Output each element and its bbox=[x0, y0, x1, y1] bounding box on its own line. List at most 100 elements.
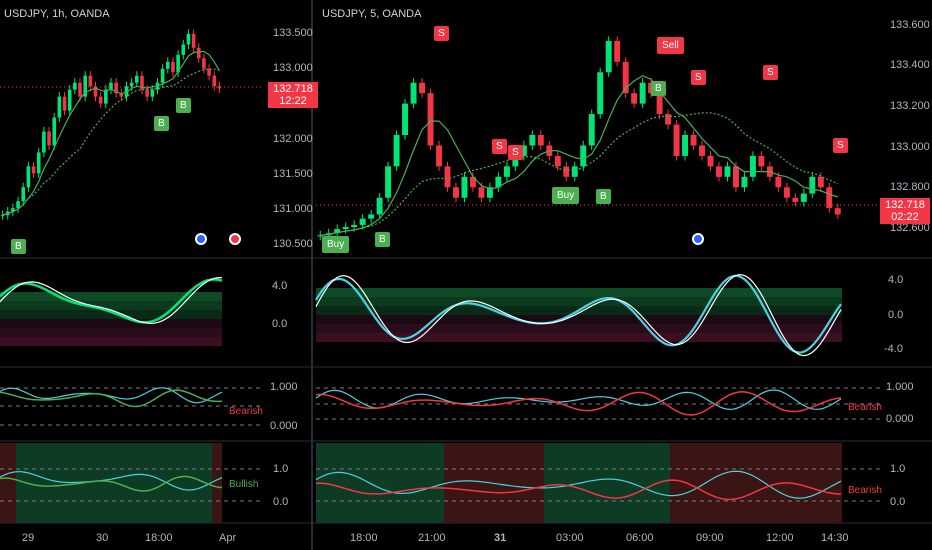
right-osc-tick: 0.0 bbox=[888, 309, 904, 321]
candle-body bbox=[342, 227, 349, 230]
candle-body bbox=[639, 82, 646, 104]
buy-label: Buy bbox=[322, 236, 350, 253]
candle-body bbox=[716, 166, 722, 177]
right-price-tick: 132.800 bbox=[890, 181, 930, 193]
left-osc-tick: 0.0 bbox=[272, 318, 288, 330]
candle-body bbox=[47, 131, 51, 146]
sell-label: Sell bbox=[657, 37, 684, 54]
left-price-tick: 131.500 bbox=[273, 168, 313, 180]
candle-body bbox=[160, 68, 165, 83]
indicator3-line bbox=[0, 471, 223, 491]
candle-body bbox=[145, 89, 149, 97]
left-time-label: 18:00 bbox=[145, 532, 173, 544]
candle-body bbox=[36, 152, 41, 174]
oscillator-main-line bbox=[0, 276, 223, 324]
candle-body bbox=[88, 75, 93, 87]
candle-body bbox=[67, 89, 72, 111]
left-countdown: 12:22 bbox=[279, 95, 307, 107]
right-countdown: 02:22 bbox=[891, 211, 919, 223]
oscillator-band bbox=[316, 315, 842, 324]
candle-body bbox=[512, 155, 519, 167]
left-price-tick: 131.000 bbox=[273, 203, 313, 215]
candle-body bbox=[817, 176, 824, 188]
candle-body bbox=[690, 135, 697, 146]
oscillator-band bbox=[0, 319, 222, 328]
candle-body bbox=[0, 215, 5, 217]
buy-signal-badge: B bbox=[154, 116, 169, 131]
right-time-label: 21:00 bbox=[418, 532, 446, 544]
buy-label: Buy bbox=[552, 187, 580, 204]
candle-body bbox=[368, 214, 375, 219]
left-ind2-state: Bearish bbox=[229, 406, 263, 417]
candle-body bbox=[119, 93, 124, 97]
sell-signal-badge: S bbox=[434, 26, 449, 41]
left-price-tick: 133.000 bbox=[273, 62, 313, 74]
us-flag-icon[interactable] bbox=[195, 233, 207, 245]
oscillator-band bbox=[316, 297, 842, 306]
indicator2-line bbox=[315, 391, 842, 416]
candle-body bbox=[707, 155, 714, 167]
candle-body bbox=[212, 75, 217, 87]
moving-average-line bbox=[2, 50, 220, 216]
sell-signal-badge: S bbox=[763, 65, 778, 80]
right-ind3-tick: 1.0 bbox=[890, 463, 906, 475]
candle-body bbox=[783, 187, 790, 198]
candle-body bbox=[93, 86, 98, 97]
candle-body bbox=[217, 86, 222, 89]
candle-body bbox=[98, 96, 103, 104]
candle-body bbox=[176, 54, 180, 73]
left-price-tick: 130.500 bbox=[273, 238, 313, 250]
candle-body bbox=[809, 176, 816, 194]
left-time-label: Apr bbox=[219, 532, 237, 544]
candle-body bbox=[31, 166, 36, 174]
candle-body bbox=[42, 131, 46, 153]
right-ind2-tick: 0.000 bbox=[886, 413, 914, 425]
candle-body bbox=[129, 82, 134, 87]
candle-body bbox=[186, 33, 191, 45]
candle-body bbox=[385, 166, 392, 198]
right-time-label: 18:00 bbox=[350, 532, 378, 544]
candle-body bbox=[376, 197, 383, 215]
candle-body bbox=[758, 155, 765, 167]
candle-body bbox=[469, 176, 476, 188]
candle-body bbox=[393, 135, 400, 167]
left-ind3-tick: 0.0 bbox=[273, 496, 289, 508]
candle-body bbox=[52, 117, 57, 146]
left-last-price-tag: 132.718 12:22 bbox=[268, 82, 318, 108]
candle-body bbox=[529, 135, 536, 146]
us-flag-icon[interactable] bbox=[692, 233, 704, 245]
candle-body bbox=[181, 44, 186, 55]
right-osc-tick: -4.0 bbox=[884, 343, 903, 355]
candle-body bbox=[631, 93, 638, 104]
candle-body bbox=[495, 176, 502, 188]
candle-body bbox=[419, 82, 426, 94]
candle-body bbox=[834, 208, 841, 215]
right-time-label: 31 bbox=[494, 532, 507, 544]
candle-body bbox=[410, 82, 417, 104]
candle-body bbox=[775, 176, 782, 188]
oscillator-band bbox=[0, 328, 222, 337]
candle-body bbox=[656, 93, 663, 115]
right-time-label: 12:00 bbox=[766, 532, 794, 544]
bullish-zone bbox=[316, 443, 444, 523]
candle-body bbox=[26, 166, 31, 188]
oscillator-band bbox=[0, 292, 222, 301]
indicator2-line bbox=[0, 387, 223, 404]
sell-signal-badge: S bbox=[492, 139, 507, 154]
sell-signal-badge: S bbox=[833, 138, 848, 153]
candle-body bbox=[605, 40, 612, 73]
buy-signal-badge: B bbox=[651, 81, 666, 96]
left-chart-title: USDJPY, 1h, OANDA bbox=[4, 8, 110, 20]
candle-body bbox=[427, 93, 434, 146]
candle-body bbox=[537, 135, 544, 146]
jp-flag-icon[interactable] bbox=[229, 233, 241, 245]
candle-body bbox=[588, 114, 595, 146]
right-price-tick: 133.200 bbox=[890, 100, 930, 112]
candle-body bbox=[732, 166, 739, 188]
candle-body bbox=[699, 145, 705, 156]
buy-signal-badge: B bbox=[596, 189, 611, 204]
right-time-label: 03:00 bbox=[556, 532, 584, 544]
bearish-zone bbox=[0, 443, 16, 523]
